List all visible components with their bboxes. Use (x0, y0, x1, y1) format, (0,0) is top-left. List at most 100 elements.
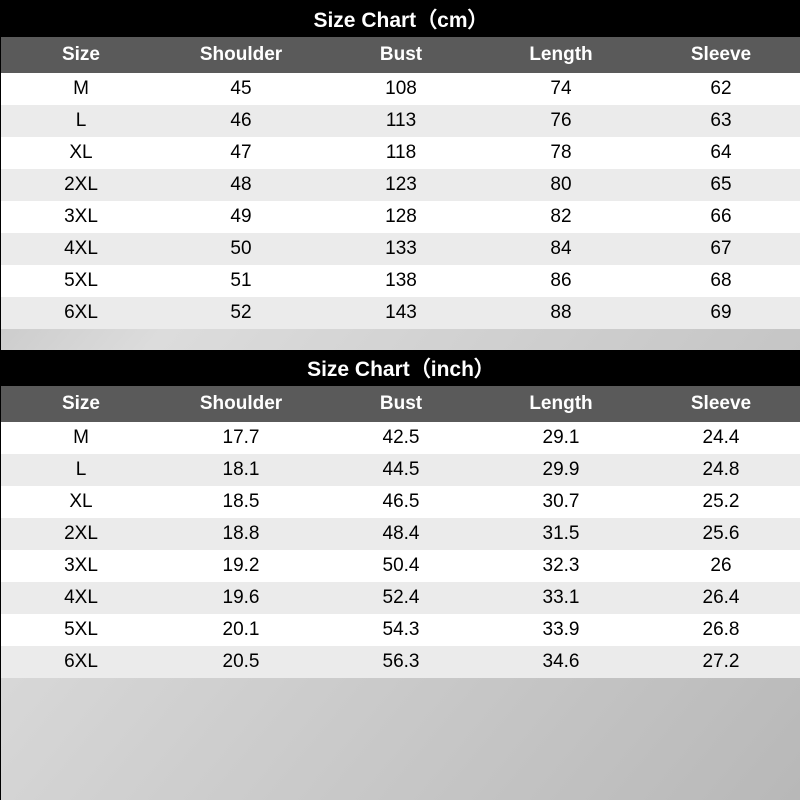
table-row: 5XL 20.1 54.3 33.9 26.8 (1, 614, 800, 646)
table-cell: 3XL (1, 550, 161, 582)
table-row: 3XL 19.2 50.4 32.3 26 (1, 550, 800, 582)
table-cell: 45 (161, 73, 321, 105)
table-cell: 26.4 (641, 582, 800, 614)
column-header: Bust (321, 37, 481, 73)
table-cell: 133 (321, 233, 481, 265)
bottom-spacer (1, 678, 800, 800)
table-row: 2XL 48 123 80 65 (1, 169, 800, 201)
table-cell: L (1, 454, 161, 486)
table-cell: 49 (161, 201, 321, 233)
table-cell: 6XL (1, 646, 161, 678)
table-cell: 18.1 (161, 454, 321, 486)
table-cell: 56.3 (321, 646, 481, 678)
column-header: Length (481, 386, 641, 422)
table-cell: XL (1, 137, 161, 169)
column-header: Length (481, 37, 641, 73)
table-cell: 63 (641, 105, 800, 137)
table-row: 3XL 49 128 82 66 (1, 201, 800, 233)
table-cell: 42.5 (321, 422, 481, 454)
table-cell: 50 (161, 233, 321, 265)
table-cell: 47 (161, 137, 321, 169)
table-cell: 24.4 (641, 422, 800, 454)
table-cell: 86 (481, 265, 641, 297)
table-cell: 19.2 (161, 550, 321, 582)
table-cell: 138 (321, 265, 481, 297)
table-cell: 6XL (1, 297, 161, 329)
table-header-row: Size Shoulder Bust Length Sleeve (1, 37, 800, 73)
table-cell: 30.7 (481, 486, 641, 518)
table-cell: L (1, 105, 161, 137)
table-row: 4XL 50 133 84 67 (1, 233, 800, 265)
column-header: Sleeve (641, 386, 800, 422)
table-cell: 4XL (1, 233, 161, 265)
table-cell: 67 (641, 233, 800, 265)
table-cell: 44.5 (321, 454, 481, 486)
table-cell: 82 (481, 201, 641, 233)
table-divider (1, 329, 800, 350)
column-header: Size (1, 37, 161, 73)
table-cell: 128 (321, 201, 481, 233)
table-row: 6XL 20.5 56.3 34.6 27.2 (1, 646, 800, 678)
table-cell: 48.4 (321, 518, 481, 550)
table-cell: M (1, 73, 161, 105)
table-cell: 5XL (1, 614, 161, 646)
table-cell: 54.3 (321, 614, 481, 646)
table-cell: 46.5 (321, 486, 481, 518)
table-cell: 20.5 (161, 646, 321, 678)
table-header-row: Size Shoulder Bust Length Sleeve (1, 386, 800, 422)
table-cell: 52 (161, 297, 321, 329)
table-title: Size Chart（inch） (1, 350, 800, 386)
table-cell: 118 (321, 137, 481, 169)
table-cell: 84 (481, 233, 641, 265)
table-row: 5XL 51 138 86 68 (1, 265, 800, 297)
table-cell: 78 (481, 137, 641, 169)
table-cell: 123 (321, 169, 481, 201)
table-cell: 20.1 (161, 614, 321, 646)
table-cell: 113 (321, 105, 481, 137)
column-header: Shoulder (161, 386, 321, 422)
table-cell: 26 (641, 550, 800, 582)
table-cell: XL (1, 486, 161, 518)
table-row: 6XL 52 143 88 69 (1, 297, 800, 329)
table-cell: 3XL (1, 201, 161, 233)
table-cell: 26.8 (641, 614, 800, 646)
table-row: 2XL 18.8 48.4 31.5 25.6 (1, 518, 800, 550)
table-cell: 5XL (1, 265, 161, 297)
table-cell: 31.5 (481, 518, 641, 550)
table-cell: 69 (641, 297, 800, 329)
table-cell: 66 (641, 201, 800, 233)
table-cell: 18.5 (161, 486, 321, 518)
table-cell: 34.6 (481, 646, 641, 678)
table-row: M 17.7 42.5 29.1 24.4 (1, 422, 800, 454)
table-row: XL 47 118 78 64 (1, 137, 800, 169)
table-row: XL 18.5 46.5 30.7 25.2 (1, 486, 800, 518)
table-cell: 108 (321, 73, 481, 105)
table-cell: 51 (161, 265, 321, 297)
column-header: Bust (321, 386, 481, 422)
table-row: M 45 108 74 62 (1, 73, 800, 105)
table-cell: 2XL (1, 169, 161, 201)
table-cell: 65 (641, 169, 800, 201)
table-title: Size Chart（cm） (1, 1, 800, 37)
column-header: Size (1, 386, 161, 422)
table-cell: 27.2 (641, 646, 800, 678)
table-cell: 18.8 (161, 518, 321, 550)
table-cell: 80 (481, 169, 641, 201)
table-cell: 68 (641, 265, 800, 297)
table-cell: 32.3 (481, 550, 641, 582)
table-cell: 64 (641, 137, 800, 169)
column-header: Sleeve (641, 37, 800, 73)
table-cell: 62 (641, 73, 800, 105)
table-cell: 17.7 (161, 422, 321, 454)
table-cell: 33.9 (481, 614, 641, 646)
table-cell: 33.1 (481, 582, 641, 614)
table-cell: 46 (161, 105, 321, 137)
table-cell: 29.9 (481, 454, 641, 486)
table-cell: 88 (481, 297, 641, 329)
column-header: Shoulder (161, 37, 321, 73)
table-cell: 50.4 (321, 550, 481, 582)
table-cell: 25.6 (641, 518, 800, 550)
table-row: 4XL 19.6 52.4 33.1 26.4 (1, 582, 800, 614)
table-cell: 29.1 (481, 422, 641, 454)
size-chart-container: Size Chart（cm） Size Shoulder Bust Length… (0, 0, 800, 800)
